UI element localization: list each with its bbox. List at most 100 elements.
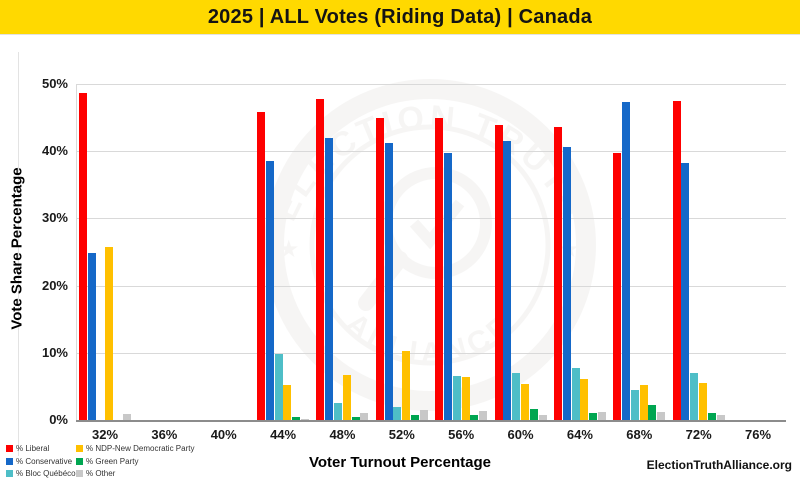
gridline xyxy=(76,218,786,220)
gridline xyxy=(76,84,786,85)
x-tick-label: 36% xyxy=(151,427,178,442)
bar-liberal-72% xyxy=(672,100,681,420)
x-tick-label: 64% xyxy=(566,427,593,442)
legend-marker xyxy=(6,470,13,477)
bar-conservative-52% xyxy=(384,143,393,420)
y-tick-label: 10% xyxy=(41,344,68,360)
bar-other-56% xyxy=(479,411,488,420)
bar-green-party-72% xyxy=(707,413,716,420)
watermark-outer-ring xyxy=(264,79,596,411)
x-tick-label: 76% xyxy=(744,427,772,442)
gridline xyxy=(76,151,786,153)
bar-ndp-new-democratic-party-64% xyxy=(580,379,589,420)
watermark-star-left: ★ xyxy=(278,236,300,263)
bar-bloc-qu-b-cois-44% xyxy=(274,354,283,420)
y-axis-line xyxy=(76,84,77,420)
bar-ndp-new-democratic-party-60% xyxy=(520,384,529,420)
title-bar: 2025 | ALL Votes (Riding Data) | Canada xyxy=(0,0,800,35)
bar-ndp-new-democratic-party-56% xyxy=(461,376,470,420)
y-tick-label: 20% xyxy=(41,277,68,293)
legend-label: % Liberal xyxy=(16,444,50,453)
chart-title: 2025 | ALL Votes (Riding Data) | Canada xyxy=(207,5,593,28)
x-tick-label: 72% xyxy=(685,427,712,442)
gridline xyxy=(76,285,786,287)
legend-marker xyxy=(76,457,83,465)
bar-other-64% xyxy=(597,411,606,420)
bar-ndp-new-democratic-party-68% xyxy=(639,385,648,420)
x-tick-label: 60% xyxy=(507,427,534,442)
bar-bloc-qu-b-cois-72% xyxy=(690,372,699,420)
y-tick-label: 50% xyxy=(41,76,68,91)
x-axis-title: Voter Turnout Percentage xyxy=(309,454,491,471)
legend-label: % NDP-New Democratic Party xyxy=(86,444,195,453)
bar-other-52% xyxy=(419,409,428,420)
bar-ndp-new-democratic-party-48% xyxy=(342,374,351,420)
x-axis-baseline xyxy=(76,420,786,422)
bar-other-48% xyxy=(360,413,369,420)
bar-bloc-qu-b-cois-64% xyxy=(571,367,580,420)
bar-liberal-64% xyxy=(553,127,562,420)
x-tick-label: 68% xyxy=(626,427,653,442)
bar-green-party-60% xyxy=(529,409,538,420)
legend-label: % Green Party xyxy=(86,456,139,466)
bar-ndp-new-democratic-party-52% xyxy=(402,350,411,420)
bar-green-party-44% xyxy=(292,416,301,420)
bar-conservative-64% xyxy=(562,147,571,420)
brand-link[interactable]: ElectionTruthAlliance.org xyxy=(646,458,792,472)
bar-liberal-32% xyxy=(79,93,87,420)
bar-liberal-60% xyxy=(494,124,503,420)
bar-green-party-56% xyxy=(470,414,479,420)
legend-marker xyxy=(76,445,83,452)
bar-green-party-52% xyxy=(411,415,420,420)
bar-conservative-72% xyxy=(681,162,690,420)
x-tick-label: 52% xyxy=(388,427,415,442)
x-tick-label: 44% xyxy=(270,427,297,442)
bar-ndp-new-democratic-party-72% xyxy=(699,383,708,420)
bar-green-party-64% xyxy=(589,412,598,420)
bar-other-44% xyxy=(301,418,310,420)
chart-left-border xyxy=(18,52,19,456)
bar-other-32% xyxy=(123,413,131,420)
bar-conservative-32% xyxy=(87,253,96,420)
bar-green-party-48% xyxy=(351,416,360,420)
legend-label: % Other xyxy=(86,469,116,478)
y-tick-label: 30% xyxy=(41,210,68,226)
bar-ndp-new-democratic-party-44% xyxy=(283,385,292,420)
legend-marker xyxy=(6,445,13,452)
x-tick-label: 48% xyxy=(329,427,356,442)
y-tick-label: 0% xyxy=(49,412,68,427)
bar-ndp-new-democratic-party-32% xyxy=(105,246,114,420)
legend-marker xyxy=(6,457,13,465)
bar-conservative-68% xyxy=(622,102,631,420)
legend-marker xyxy=(76,470,83,477)
legend-label: % Bloc Québécois xyxy=(16,469,82,478)
bar-other-68% xyxy=(657,411,666,420)
bar-liberal-52% xyxy=(375,118,384,420)
bar-liberal-44% xyxy=(257,112,266,420)
bar-green-party-68% xyxy=(648,405,657,420)
bar-other-72% xyxy=(716,415,725,420)
x-tick-label: 40% xyxy=(210,427,237,442)
bar-bloc-qu-b-cois-52% xyxy=(393,406,402,420)
y-tick-label: 40% xyxy=(41,143,68,159)
x-tick-label: 32% xyxy=(91,427,119,442)
y-axis-title: Vote Share Percentage xyxy=(8,167,26,330)
bar-bloc-qu-b-cois-56% xyxy=(452,375,461,420)
bar-bloc-qu-b-cois-60% xyxy=(512,372,521,420)
x-tick-label: 56% xyxy=(448,427,475,442)
bar-conservative-56% xyxy=(443,153,452,420)
bar-liberal-68% xyxy=(613,152,622,420)
bar-conservative-48% xyxy=(325,137,334,420)
bar-bloc-qu-b-cois-68% xyxy=(630,390,639,420)
bar-other-60% xyxy=(538,414,547,420)
bar-liberal-56% xyxy=(435,117,444,420)
watermark-inner-ring xyxy=(309,124,551,366)
bar-bloc-qu-b-cois-48% xyxy=(334,402,343,420)
bar-conservative-44% xyxy=(265,161,274,420)
bar-liberal-48% xyxy=(316,99,325,420)
legend-label: % Conservative xyxy=(16,456,73,466)
bar-conservative-60% xyxy=(503,141,512,420)
gridline xyxy=(76,352,786,354)
